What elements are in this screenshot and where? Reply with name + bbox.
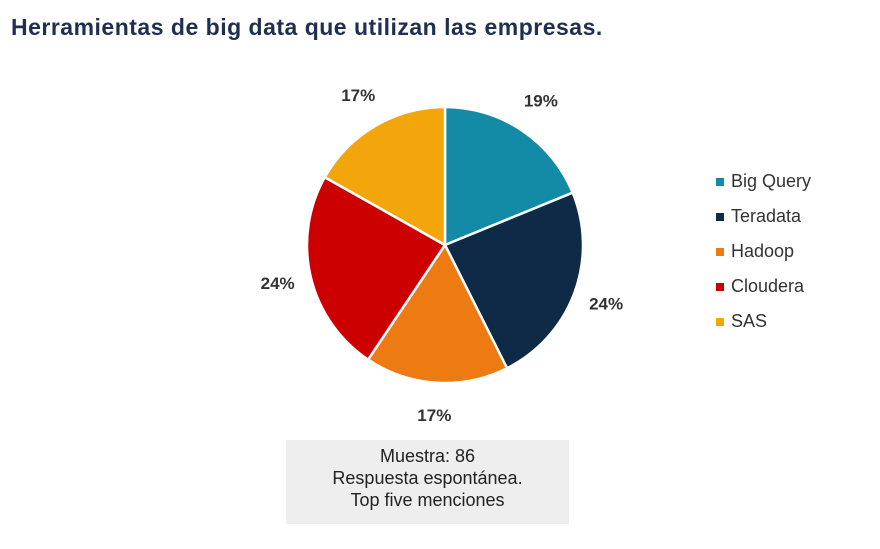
legend-label: Hadoop — [731, 241, 795, 261]
legend-item: Cloudera — [716, 269, 811, 304]
legend-label: Teradata — [731, 206, 802, 226]
chart-title: Herramientas de big data que utilizan la… — [11, 14, 603, 40]
data-label: 24% — [589, 295, 623, 314]
data-label: 17% — [417, 406, 451, 425]
pie-slice-sas — [323, 105, 447, 247]
data-label: 24% — [261, 274, 295, 293]
sample-note-line: Respuesta espontánea. — [332, 468, 523, 488]
legend-label: SAS — [731, 311, 768, 331]
legend-swatch — [716, 282, 724, 291]
data-label: 19% — [524, 92, 558, 111]
legend-swatch — [716, 247, 724, 256]
sample-note-box: Muestra: 86 Respuesta espontánea. Top fi… — [286, 440, 569, 524]
legend-label: Big Query — [731, 171, 812, 191]
legend-item: Big Query — [716, 164, 811, 199]
legend-item: Hadoop — [716, 234, 811, 269]
pie-slice-big-query — [443, 105, 574, 247]
pie-slice-cloudera — [305, 175, 447, 361]
pie-slice-teradata — [443, 191, 585, 370]
sample-note-line: Top five menciones — [350, 490, 505, 510]
legend-swatch — [716, 212, 724, 221]
legend-label: Cloudera — [731, 276, 805, 296]
sample-note-line: Muestra: 86 — [379, 446, 476, 466]
data-label: 17% — [341, 86, 375, 105]
legend-swatch — [716, 317, 724, 326]
pie-slice-hadoop — [366, 243, 509, 385]
legend-item: Teradata — [716, 199, 811, 234]
chart-legend: Big Query Teradata Hadoop Cloudera SAS — [716, 164, 811, 339]
legend-swatch — [716, 177, 724, 186]
legend-item: SAS — [716, 304, 811, 339]
